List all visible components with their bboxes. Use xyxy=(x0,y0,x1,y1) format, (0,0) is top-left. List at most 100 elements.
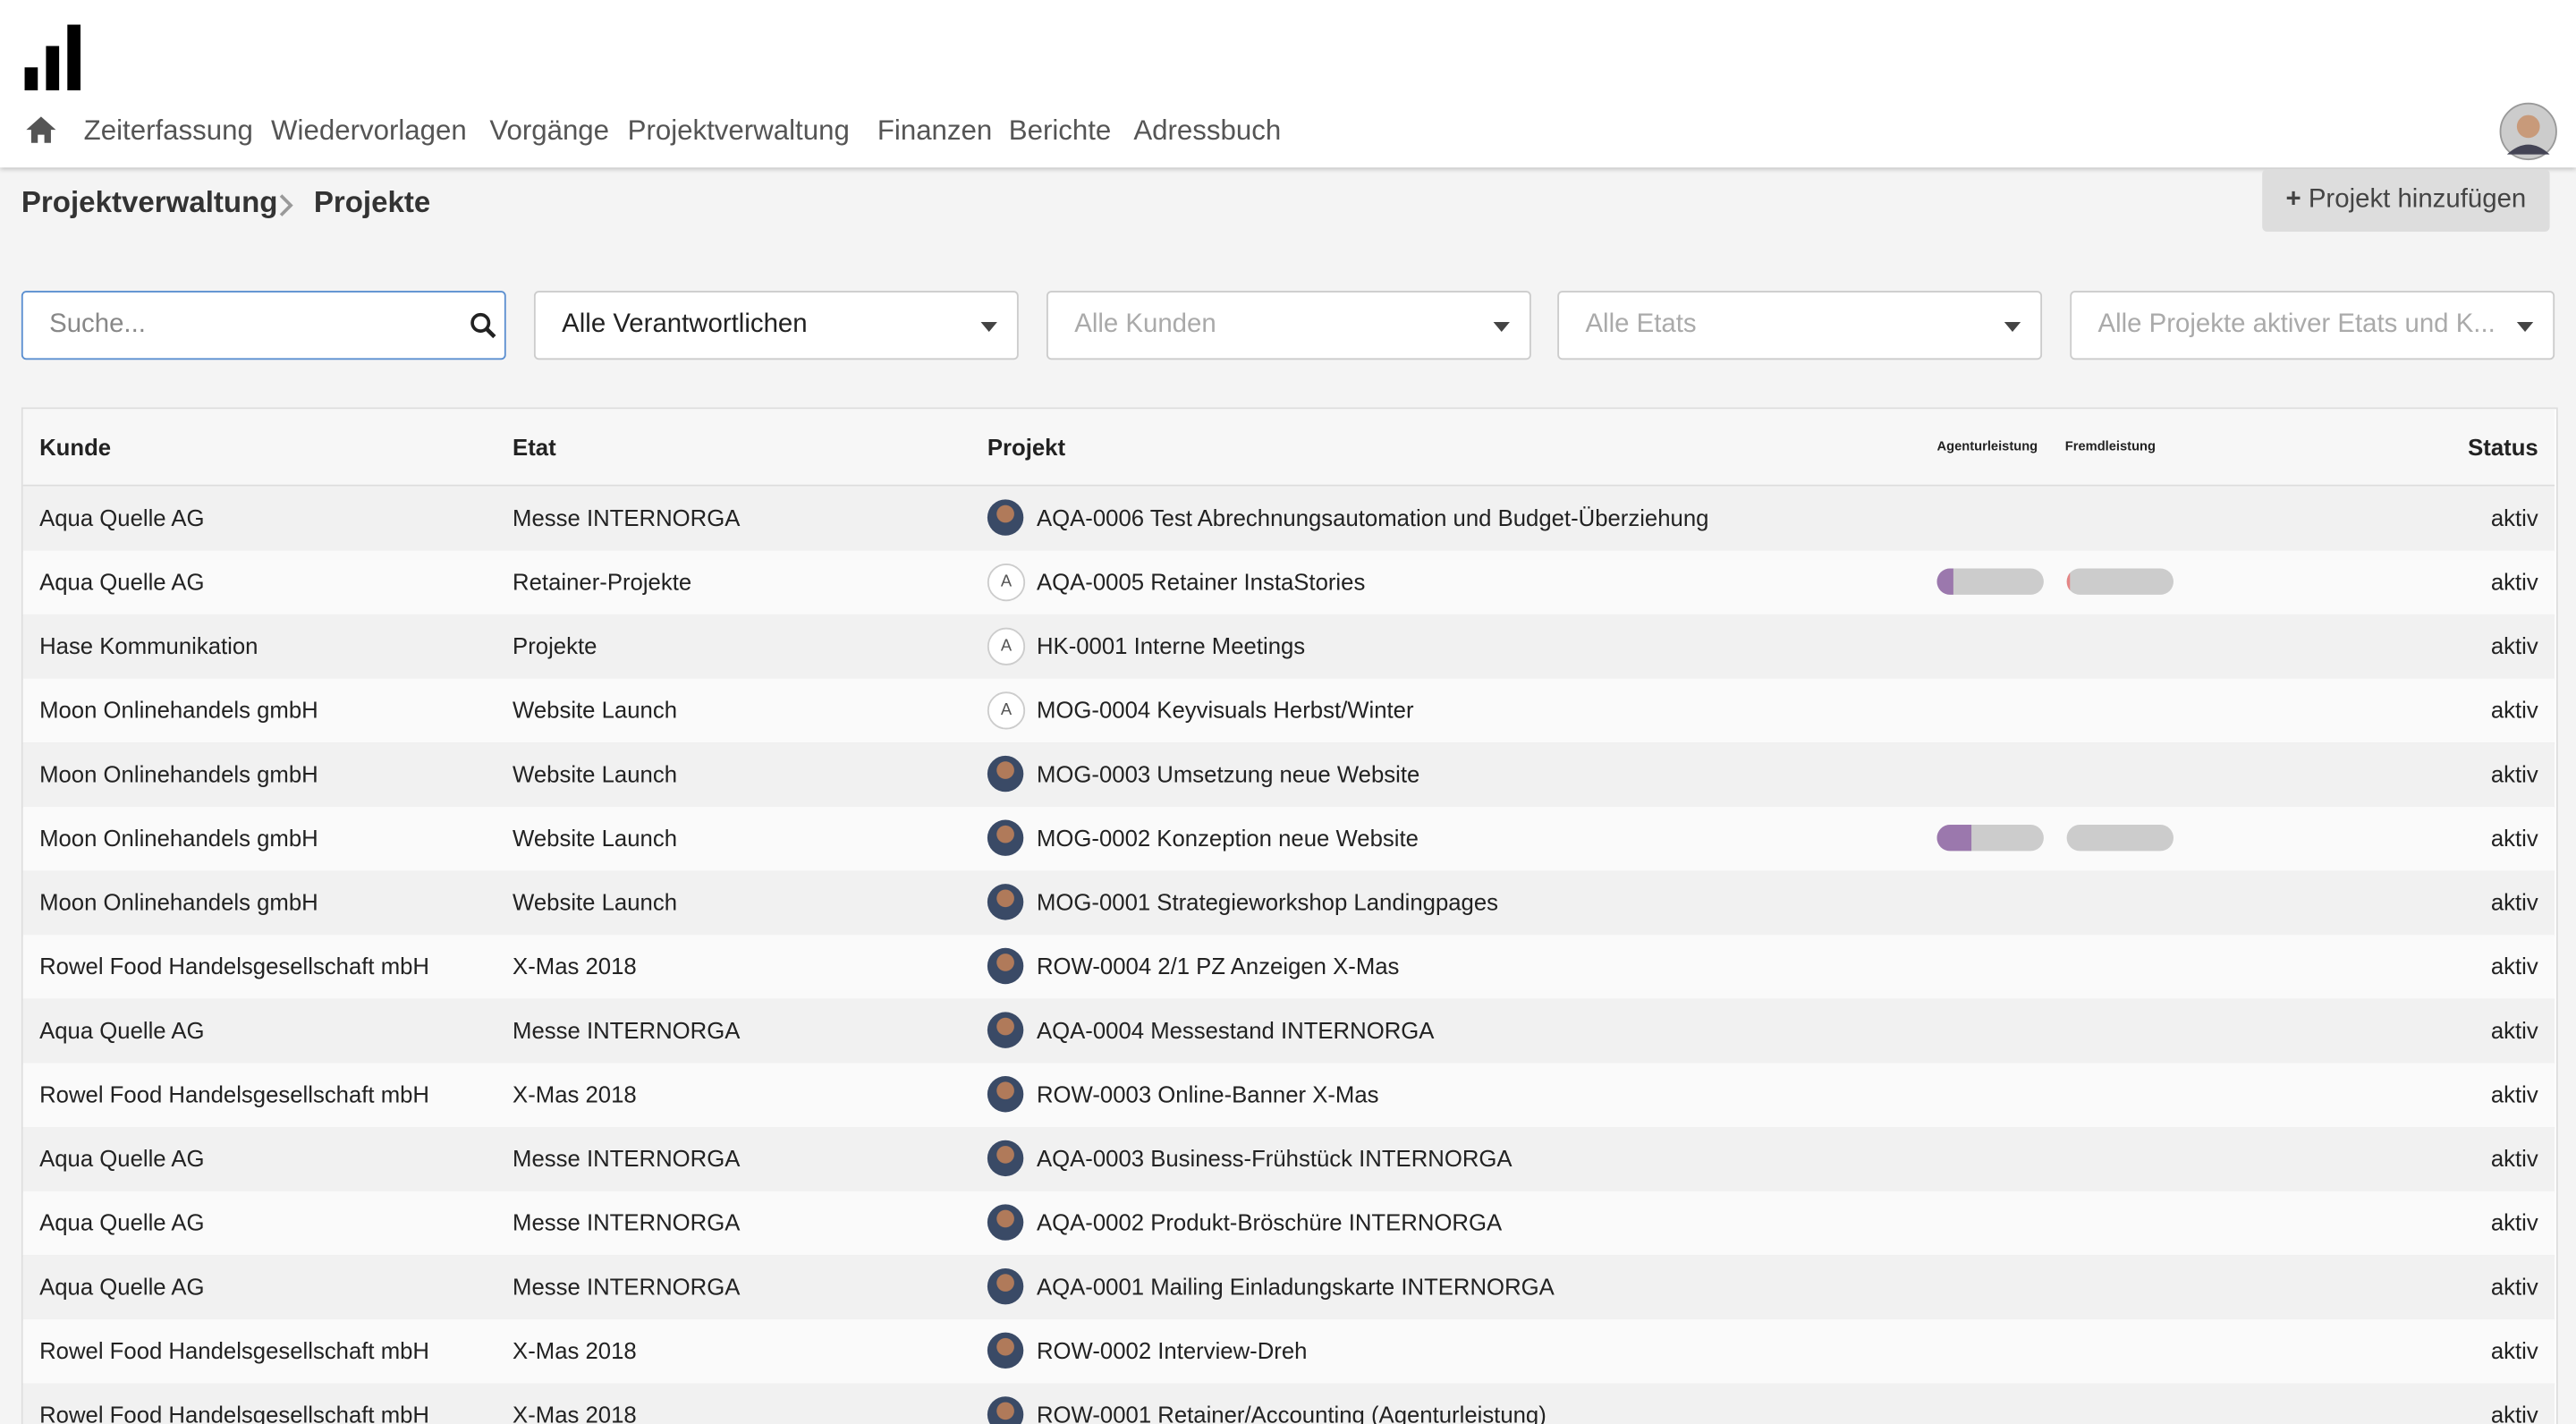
search-placeholder: Suche... xyxy=(49,310,146,339)
table-row[interactable]: Hase Kommunikation Projekte A HK-0001 Inter… xyxy=(22,614,2555,681)
cell-projekt: ROW-0001 Retainer/Accounting (Agenturlei… xyxy=(1036,1401,1546,1424)
home-icon[interactable] xyxy=(25,115,58,145)
avatar-photo xyxy=(987,819,1024,856)
column-header: Agenturleistung xyxy=(1936,438,2038,453)
table-row[interactable]: Moon Onlinehandels gmbH Website Launch MOG… xyxy=(22,806,2555,873)
cell-etat: Website Launch xyxy=(513,760,677,787)
filter-label: Alle Projekte aktiver Etats und K... xyxy=(2097,310,2496,339)
cell-kunde: Aqua Quelle AG xyxy=(39,1273,205,1300)
cell-kunde: Aqua Quelle AG xyxy=(39,504,205,531)
cell-status: aktiv xyxy=(2490,1337,2538,1364)
cell-kunde: Rowel Food Handelsgesellschaft mbH xyxy=(39,953,430,979)
cell-projekt: AQA-0006 Test Abrechnungsautomation und … xyxy=(1036,504,1709,531)
avatar-photo xyxy=(987,1140,1024,1177)
cell-status: aktiv xyxy=(2490,568,2538,595)
cell-status: aktiv xyxy=(2490,1081,2538,1107)
cell-status: aktiv xyxy=(2490,760,2538,787)
dropdown-arrow xyxy=(980,321,997,333)
logo xyxy=(24,24,80,91)
cell-status: aktiv xyxy=(2490,1016,2538,1044)
filter-label: Alle Verantwortlichen xyxy=(562,310,808,339)
table-row[interactable]: Moon Onlinehandels gmbH Website Launch MOG… xyxy=(22,742,2555,809)
cell-status: aktiv xyxy=(2490,888,2538,916)
cell-kunde: Moon Onlinehandels gmbH xyxy=(39,696,318,724)
cell-kunde: Rowel Food Handelsgesellschaft mbH xyxy=(39,1081,430,1107)
table-row[interactable]: Aqua Quelle AG Retainer-Projekte A AQA-0005… xyxy=(22,550,2555,616)
cell-status: aktiv xyxy=(2490,632,2538,659)
column-header[interactable]: Status xyxy=(2468,433,2538,461)
table-row[interactable]: Rowel Food Handelsgesellschaft mbH X-Mas … xyxy=(22,1318,2555,1386)
cell-etat: Website Launch xyxy=(513,825,677,852)
nav-item[interactable]: Adressbuch xyxy=(1133,114,1282,147)
breadcrumb-item[interactable]: Projektverwaltung xyxy=(21,185,278,219)
table-row[interactable]: Rowel Food Handelsgesellschaft mbH X-Mas … xyxy=(22,1063,2555,1129)
cell-projekt: MOG-0004 Keyvisuals Herbst/Winter xyxy=(1036,696,1414,724)
nav-item[interactable]: Berichte xyxy=(1008,114,1112,147)
avatar-letter: A xyxy=(987,563,1026,602)
cell-kunde: Rowel Food Handelsgesellschaft mbH xyxy=(39,1401,430,1424)
search-input[interactable]: Suche... xyxy=(21,291,506,360)
table-row[interactable]: Aqua Quelle AG Messe INTERNORGA AQA-0004 M… xyxy=(22,998,2555,1065)
cell-etat: Website Launch xyxy=(513,888,677,916)
nav-item[interactable]: Zeiterfassung xyxy=(83,114,253,147)
cell-kunde: Aqua Quelle AG xyxy=(39,1016,205,1044)
cell-status: aktiv xyxy=(2490,825,2538,852)
filter-select[interactable]: Alle Verantwortlichen xyxy=(533,291,1019,360)
progress-track xyxy=(1936,568,2044,595)
filter-select[interactable]: Alle Etats xyxy=(1557,291,2043,360)
nav-item[interactable]: Finanzen xyxy=(877,114,993,147)
cell-projekt: AQA-0005 Retainer InstaStories xyxy=(1036,568,1366,595)
cell-projekt: MOG-0001 Strategieworkshop Landingpages xyxy=(1036,888,1499,916)
avatar-photo xyxy=(987,1396,1024,1424)
breadcrumb-separator xyxy=(279,194,293,216)
filter-label: Alle Etats xyxy=(1585,310,1697,339)
nav-item[interactable]: Wiedervorlagen xyxy=(271,114,467,147)
column-header[interactable]: Projekt xyxy=(987,433,1066,461)
progress-fill xyxy=(1936,825,1972,852)
cell-projekt: HK-0001 Interne Meetings xyxy=(1036,632,1306,659)
table-row[interactable]: Aqua Quelle AG Messe INTERNORGA AQA-0002 P… xyxy=(22,1191,2555,1258)
search-icon xyxy=(470,312,496,339)
cell-etat: Projekte xyxy=(513,632,597,659)
avatar-photo xyxy=(987,755,1024,793)
table-row[interactable]: Rowel Food Handelsgesellschaft mbH X-Mas … xyxy=(22,935,2555,1001)
filter-select[interactable]: Alle Projekte aktiver Etats und K... xyxy=(2070,291,2555,360)
cell-projekt: ROW-0004 2/1 PZ Anzeigen X-Mas xyxy=(1036,953,1400,979)
cell-projekt: MOG-0002 Konzeption neue Website xyxy=(1036,825,1419,852)
progress-track xyxy=(2066,568,2174,595)
nav-item[interactable]: Projektverwaltung xyxy=(627,114,850,147)
table-row[interactable]: Aqua Quelle AG Messe INTERNORGA AQA-0003 B… xyxy=(22,1126,2555,1193)
button-label: Projekt hinzufügen xyxy=(2308,185,2527,214)
column-header[interactable]: Etat xyxy=(513,433,556,461)
cell-kunde: Rowel Food Handelsgesellschaft mbH xyxy=(39,1337,430,1364)
cell-etat: Messe INTERNORGA xyxy=(513,1016,741,1044)
user-avatar[interactable] xyxy=(2499,102,2558,161)
table-row[interactable]: Aqua Quelle AG Messe INTERNORGA AQA-0001 M… xyxy=(22,1255,2555,1321)
cell-etat: Messe INTERNORGA xyxy=(513,1208,741,1236)
table-row[interactable]: Rowel Food Handelsgesellschaft mbH X-Mas … xyxy=(22,1383,2555,1424)
cell-status: aktiv xyxy=(2490,696,2538,724)
dropdown-arrow xyxy=(1493,321,1510,333)
nav-item[interactable]: Vorgänge xyxy=(489,114,610,147)
progress-fill xyxy=(2066,568,2071,595)
table-row[interactable]: Aqua Quelle AG Messe INTERNORGA AQA-0006 T… xyxy=(22,486,2555,553)
cell-etat: Website Launch xyxy=(513,696,677,724)
add-project-button[interactable]: + Projekt hinzufügen xyxy=(2262,169,2550,232)
progress-track xyxy=(1936,825,2044,852)
avatar-photo xyxy=(987,947,1024,985)
table-row[interactable]: Moon Onlinehandels gmbH Website Launch A MO… xyxy=(22,678,2555,745)
column-header[interactable]: Kunde xyxy=(39,433,112,461)
table-row[interactable]: Moon Onlinehandels gmbH Website Launch MOG… xyxy=(22,870,2555,937)
cell-projekt: AQA-0002 Produkt-Bröschüre INTERNORGA xyxy=(1036,1208,1503,1236)
cell-status: aktiv xyxy=(2490,1208,2538,1236)
filter-label: Alle Kunden xyxy=(1074,310,1216,339)
cell-projekt: AQA-0003 Business-Frühstück INTERNORGA xyxy=(1036,1145,1513,1172)
breadcrumb-item: Projekte xyxy=(313,185,431,219)
avatar-photo xyxy=(987,1204,1024,1241)
avatar-letter: A xyxy=(987,627,1026,665)
cell-etat: Messe INTERNORGA xyxy=(513,504,741,531)
progress-track xyxy=(2066,825,2174,852)
cell-status: aktiv xyxy=(2490,1401,2538,1424)
dropdown-arrow xyxy=(2004,321,2021,333)
filter-select[interactable]: Alle Kunden xyxy=(1046,291,1531,360)
